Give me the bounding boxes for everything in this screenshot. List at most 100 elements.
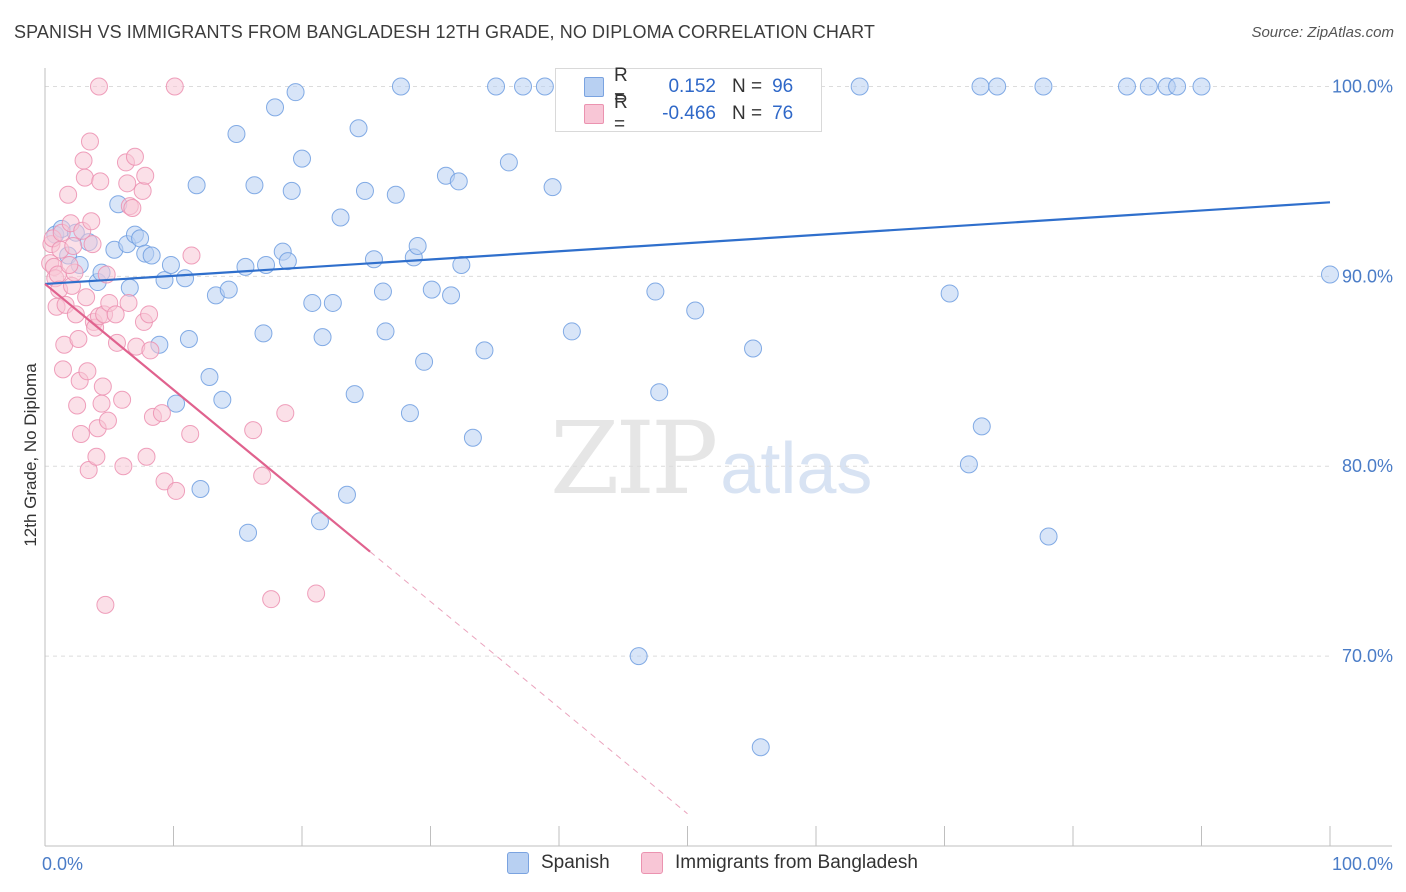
spanish-point xyxy=(442,286,461,305)
spanish-point xyxy=(323,293,342,312)
trend-lines xyxy=(44,201,1331,815)
spanish-point xyxy=(1192,77,1211,96)
spanish-point xyxy=(386,185,405,204)
spanish-point xyxy=(1321,265,1339,284)
chart-title: SPANISH VS IMMIGRANTS FROM BANGLADESH 12… xyxy=(14,22,875,42)
spanish-point xyxy=(1168,77,1187,96)
spanish-point xyxy=(200,367,219,386)
spanish-point xyxy=(400,404,419,423)
spanish-point xyxy=(331,208,350,227)
legend-r-value: 0.152 xyxy=(668,76,716,97)
bangladesh-point xyxy=(118,174,137,193)
bangladesh-point xyxy=(77,288,96,307)
data-points xyxy=(41,77,1339,757)
legend-item-spanish[interactable]: Spanish xyxy=(507,852,610,874)
spanish-point xyxy=(286,83,305,102)
bangladesh-point xyxy=(262,590,281,609)
bangladesh-point xyxy=(83,235,102,254)
spanish-point xyxy=(266,98,285,117)
bangladesh-point xyxy=(74,151,93,170)
spanish-point xyxy=(187,176,206,195)
spanish-point xyxy=(278,252,297,271)
bangladesh-point xyxy=(64,236,83,255)
gridlines xyxy=(45,85,1330,657)
legend-n-value: 96 xyxy=(772,76,794,97)
bangladesh-point xyxy=(114,457,133,476)
bangladesh-point xyxy=(106,305,125,324)
bangladesh-point xyxy=(93,377,112,396)
bangladesh-point xyxy=(71,424,90,443)
spanish-point xyxy=(245,176,264,195)
bangladesh-point xyxy=(307,584,326,603)
bangladesh-point xyxy=(78,362,97,381)
spanish-point xyxy=(219,280,238,299)
spanish-point xyxy=(142,246,161,265)
bangladesh-swatch xyxy=(584,104,604,124)
spanish-point xyxy=(971,77,990,96)
bangladesh-point xyxy=(91,172,110,191)
spanish-point xyxy=(744,339,763,358)
axis-labels: 70.0% 80.0% 90.0% 100.0% 0.0% 100.0% 12th Grad… xyxy=(21,76,1393,874)
bangladesh-point xyxy=(123,199,142,218)
spanish-point xyxy=(239,523,258,542)
bangladesh-trend-line xyxy=(44,283,371,553)
spanish-point xyxy=(562,322,581,341)
spanish-point xyxy=(282,181,301,200)
spanish-point xyxy=(475,341,494,360)
bangladesh-point xyxy=(167,481,186,500)
spanish-point xyxy=(1117,77,1136,96)
legend-n-value: 76 xyxy=(772,103,794,124)
series-legend: Spanish Immigrants from Bangladesh xyxy=(0,852,1406,878)
spanish-point xyxy=(373,282,392,301)
bangladesh-point xyxy=(96,595,115,614)
y-tick-label: 70.0% xyxy=(1342,646,1393,666)
bangladesh-point xyxy=(140,305,159,324)
legend-item-bangladesh[interactable]: Immigrants from Bangladesh xyxy=(641,852,918,874)
spanish-point xyxy=(408,236,427,255)
spanish-point xyxy=(303,293,322,312)
spanish-point xyxy=(487,77,506,96)
spanish-point xyxy=(959,455,978,474)
spanish-point xyxy=(422,280,441,299)
bangladesh-point xyxy=(125,147,144,166)
spanish-point xyxy=(463,428,482,447)
bangladesh-point xyxy=(136,166,155,185)
spanish-swatch xyxy=(584,77,604,97)
bangladesh-point xyxy=(141,341,160,360)
bangladesh-point xyxy=(53,360,72,379)
spanish-point xyxy=(213,390,232,409)
bangladesh-point xyxy=(155,472,174,491)
spanish-legend-swatch xyxy=(507,852,529,874)
bangladesh-point xyxy=(66,305,85,324)
bangladesh-point xyxy=(98,411,117,430)
bangladesh-point xyxy=(181,424,200,443)
legend-row-bangladesh: R = -0.466 N = 76 xyxy=(556,92,794,135)
spanish-point xyxy=(364,250,383,269)
spanish-point xyxy=(415,352,434,371)
legend-spanish-label: Spanish xyxy=(541,852,610,873)
source-label: Source: ZipAtlas.com xyxy=(1251,24,1394,41)
spanish-point xyxy=(535,77,554,96)
bangladesh-point xyxy=(182,246,201,265)
spanish-point xyxy=(345,385,364,404)
spanish-point xyxy=(972,417,991,436)
bangladesh-point xyxy=(60,255,79,274)
y-tick-label: 80.0% xyxy=(1342,456,1393,476)
bangladesh-point xyxy=(79,461,98,480)
legend-r-label: R = xyxy=(614,92,628,135)
axes xyxy=(44,68,1392,847)
legend-row-spanish: R = 0.152 N = 96 xyxy=(556,65,794,108)
bangladesh-point xyxy=(244,421,263,440)
spanish-point xyxy=(376,322,395,341)
bangladesh-point xyxy=(119,293,138,312)
spanish-point xyxy=(751,738,770,757)
bangladesh-point xyxy=(137,447,156,466)
stats-legend: R = 0.152 N = 96 R = -0.466 N = 76 xyxy=(555,65,822,135)
bangladesh-point xyxy=(75,168,94,187)
bangladesh-point xyxy=(92,394,111,413)
spanish-point xyxy=(167,394,186,413)
watermark: ZIPatlas xyxy=(550,400,872,517)
legend-bangladesh-label: Immigrants from Bangladesh xyxy=(675,852,918,873)
spanish-point xyxy=(1139,77,1158,96)
spanish-point xyxy=(1034,77,1053,96)
